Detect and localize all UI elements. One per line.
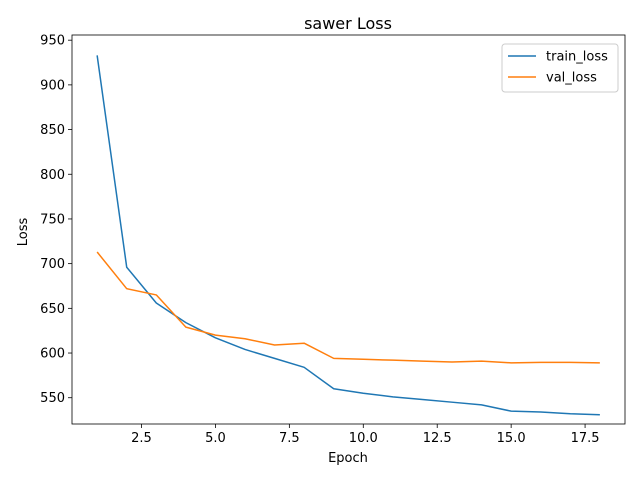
x-tick-label: 7.5 <box>279 431 300 446</box>
y-tick-label: 600 <box>40 347 65 362</box>
x-tick-label: 10.0 <box>349 431 378 446</box>
axes-frame <box>71 34 626 425</box>
legend: train_loss val_loss <box>501 43 619 93</box>
y-tick-label: 900 <box>40 78 65 93</box>
plot-area: 2.5 5.0 7.5 10.0 12.5 15.0 17.5 550 600 650 700 750… <box>40 34 626 446</box>
y-tick-label: 700 <box>40 257 65 272</box>
series-line-val_loss <box>96 251 600 364</box>
y-tick-label: 800 <box>40 168 65 183</box>
y-tick-label: 950 <box>40 34 65 49</box>
legend-label-train_loss: train_loss <box>546 50 608 65</box>
y-axis-label: Loss <box>16 218 31 247</box>
y-tick-label: 550 <box>40 391 65 406</box>
x-axis-label: Epoch <box>328 451 368 466</box>
x-tick-label: 12.5 <box>423 431 452 446</box>
y-tick-label: 750 <box>40 212 65 227</box>
chart-title: sawer Loss <box>304 14 392 33</box>
x-tick-label: 5.0 <box>205 431 226 446</box>
y-tick-label: 850 <box>40 123 65 138</box>
y-tick-label: 650 <box>40 302 65 317</box>
legend-label-val_loss: val_loss <box>546 71 597 86</box>
x-tick-label: 2.5 <box>131 431 152 446</box>
series-line-train_loss <box>96 55 600 416</box>
x-tick-label: 17.5 <box>571 431 600 446</box>
x-tick-label: 15.0 <box>497 431 526 446</box>
